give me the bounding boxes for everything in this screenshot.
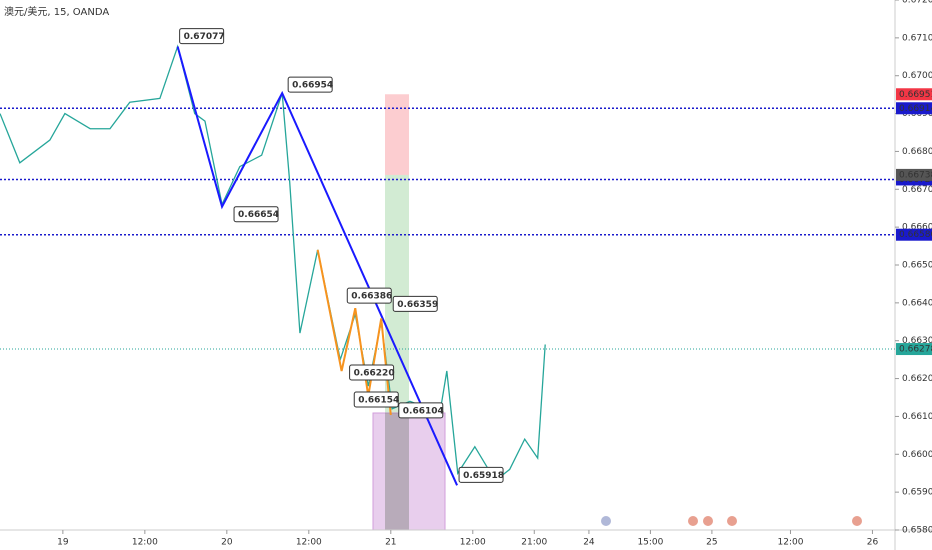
y-tick-label: 0.65800 (902, 526, 932, 536)
x-tick-label: 21:00 (521, 538, 547, 548)
annotation-box (287, 76, 333, 93)
annotation-label: 0.66220 (354, 369, 395, 379)
price-tag-label: 0.66738 (899, 170, 932, 180)
event-icon (601, 516, 611, 526)
x-tick-label: 19 (57, 538, 69, 548)
price-tag-label: 0.66951 (899, 90, 932, 100)
annotation-box (458, 466, 504, 483)
x-tick-label: 12:00 (296, 538, 322, 548)
x-tick-label: 12:00 (132, 538, 158, 548)
event-icon (852, 516, 862, 526)
annotation-label: 0.66104 (403, 406, 444, 416)
annotation-label: 0.66386 (351, 292, 392, 302)
level-label: 0.66914 (899, 104, 932, 114)
series-line (316, 249, 392, 416)
x-tick-label: 21 (385, 538, 396, 548)
x-tick-label: 12:00 (778, 538, 804, 548)
annotation-label: 0.66654 (238, 210, 279, 220)
event-icon (688, 516, 698, 526)
annotation-box (398, 402, 444, 419)
event-icon (727, 516, 737, 526)
series-line (0, 44, 546, 482)
x-tick-label: 20 (221, 538, 233, 548)
price-tag-label: 0.66278 (899, 345, 932, 355)
annotation-box (346, 287, 392, 304)
x-tick-label: 24 (583, 538, 595, 548)
annotation-label: 0.66154 (358, 395, 399, 405)
annotation-label: 0.66359 (397, 300, 438, 310)
annotation-box (392, 295, 438, 312)
event-icons (601, 516, 862, 526)
annotation-box (179, 28, 225, 45)
range-fill (385, 413, 409, 530)
level-tag (896, 228, 932, 241)
x-tick-label: 26 (867, 538, 879, 548)
annotation-label: 0.67077 (184, 32, 225, 42)
price-tag (896, 88, 932, 101)
price-tag (896, 168, 932, 181)
level-tag (896, 102, 932, 115)
annotation-label: 0.66954 (292, 81, 333, 91)
x-tick-label: 25 (706, 538, 717, 548)
chart-title: 澳元/美元, 15, OANDA (4, 5, 109, 18)
x-tick-label: 12:00 (460, 538, 486, 548)
stop-zone (385, 94, 409, 175)
annotation-box (349, 364, 395, 381)
annotation-box (233, 206, 279, 223)
annotation-box (353, 391, 399, 408)
annotation-label: 0.65918 (463, 471, 504, 481)
event-icon (703, 516, 713, 526)
x-tick-label: 15:00 (637, 538, 663, 548)
price-tag (896, 343, 932, 356)
